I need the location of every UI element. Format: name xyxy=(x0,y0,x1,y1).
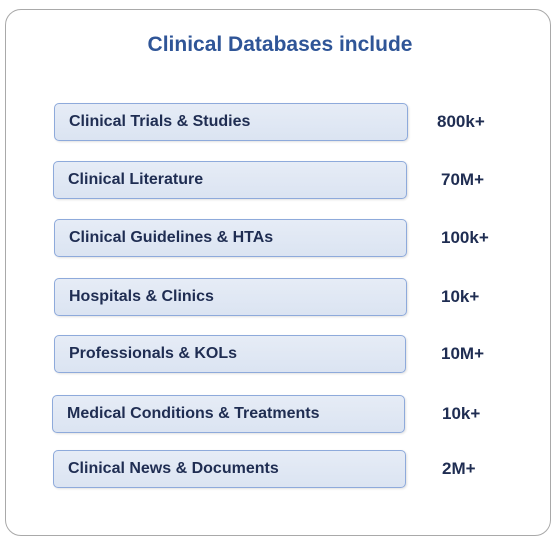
database-row: Clinical Literature 70M+ xyxy=(0,161,560,201)
database-row: Medical Conditions & Treatments 10k+ xyxy=(0,395,560,435)
database-label-box: Clinical Guidelines & HTAs xyxy=(54,219,407,257)
database-label-box: Clinical Trials & Studies xyxy=(54,103,408,141)
database-label-box: Professionals & KOLs xyxy=(54,335,406,373)
database-label: Hospitals & Clinics xyxy=(69,288,214,305)
database-label: Medical Conditions & Treatments xyxy=(67,405,320,422)
database-label: Clinical Guidelines & HTAs xyxy=(69,229,274,246)
database-label-box: Medical Conditions & Treatments xyxy=(52,395,405,433)
database-count: 10k+ xyxy=(441,287,480,306)
database-count: 2M+ xyxy=(442,459,476,478)
database-count: 70M+ xyxy=(441,170,484,189)
database-count: 100k+ xyxy=(441,228,489,247)
panel-title: Clinical Databases include xyxy=(147,33,413,56)
database-label: Professionals & KOLs xyxy=(69,345,238,362)
database-label: Clinical Literature xyxy=(68,171,204,188)
database-row: Hospitals & Clinics 10k+ xyxy=(0,278,560,318)
database-count: 10k+ xyxy=(442,404,481,423)
database-row: Clinical News & Documents 2M+ xyxy=(0,450,560,490)
database-row: Clinical Trials & Studies 800k+ xyxy=(0,103,560,143)
database-count: 800k+ xyxy=(437,112,485,131)
database-label: Clinical News & Documents xyxy=(68,460,279,477)
database-label: Clinical Trials & Studies xyxy=(69,113,251,130)
database-count: 10M+ xyxy=(441,344,484,363)
database-row: Clinical Guidelines & HTAs 100k+ xyxy=(0,219,560,259)
database-row: Professionals & KOLs 10M+ xyxy=(0,335,560,375)
database-label-box: Clinical News & Documents xyxy=(53,450,406,488)
database-label-box: Clinical Literature xyxy=(53,161,407,199)
database-label-box: Hospitals & Clinics xyxy=(54,278,407,316)
databases-panel xyxy=(5,9,551,536)
